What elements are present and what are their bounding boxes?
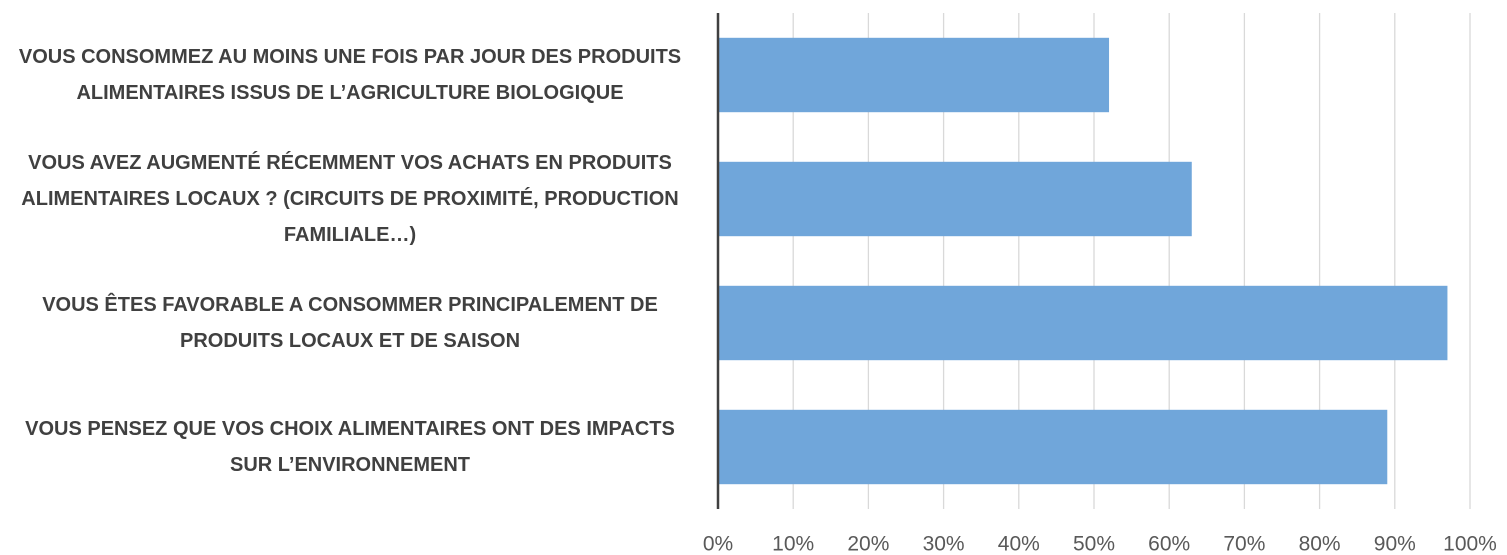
x-tick-label: 90% bbox=[1374, 533, 1416, 555]
x-tick-label: 50% bbox=[1073, 533, 1115, 555]
bar bbox=[718, 37, 1110, 113]
x-tick-label: 40% bbox=[998, 533, 1040, 555]
x-tick-label: 70% bbox=[1223, 533, 1265, 555]
y-tick-label: VOUS PENSEZ QUE VOS CHOIX ALIMENTAIRES O… bbox=[25, 418, 675, 476]
y-tick-label: VOUS CONSOMMEZ AU MOINS UNE FOIS PAR JOU… bbox=[18, 46, 682, 104]
x-tick-label: 80% bbox=[1299, 533, 1341, 555]
y-tick-label: VOUS ÊTES FAVORABLE A CONSOMMER PRINCIPA… bbox=[42, 294, 658, 352]
x-tick-label: 30% bbox=[923, 533, 965, 555]
bar bbox=[718, 409, 1388, 485]
x-tick-label: 10% bbox=[772, 533, 814, 555]
x-tick-label: 60% bbox=[1148, 533, 1190, 555]
bar bbox=[718, 285, 1448, 361]
x-tick-label: 100% bbox=[1443, 533, 1497, 555]
y-tick-label: VOUS AVEZ AUGMENTÉ RÉCEMMENT VOS ACHATS … bbox=[21, 152, 679, 246]
x-tick-label: 20% bbox=[847, 533, 889, 555]
bar bbox=[718, 161, 1192, 237]
x-tick-label: 0% bbox=[703, 533, 733, 555]
